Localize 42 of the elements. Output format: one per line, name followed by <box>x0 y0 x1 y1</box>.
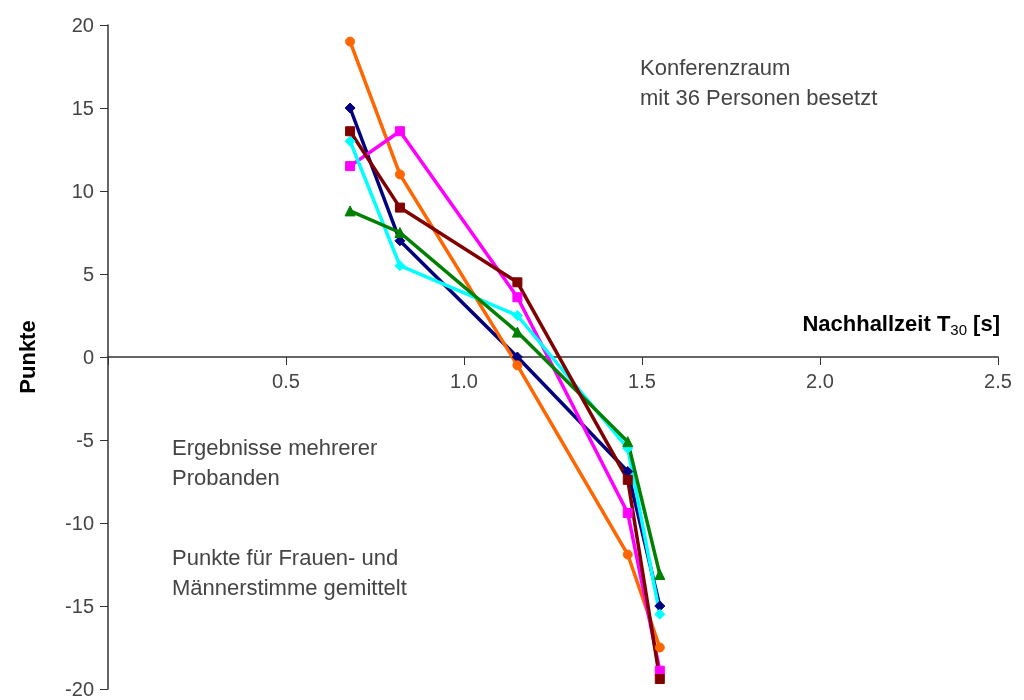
annotation: Konferenzraum mit 36 Personen besetzt <box>640 54 878 110</box>
point <box>345 36 356 47</box>
annotation: Ergebnisse mehrerer Probanden <box>172 434 378 490</box>
point <box>622 508 633 519</box>
point <box>622 474 633 485</box>
point <box>654 642 665 653</box>
point <box>512 292 523 303</box>
point <box>344 102 356 114</box>
y-tick-label: 15 <box>71 97 94 119</box>
y-tick-label: 20 <box>71 14 94 36</box>
point <box>394 202 405 213</box>
point <box>394 169 405 180</box>
point <box>394 126 405 137</box>
point <box>622 549 633 560</box>
y-tick-label: 5 <box>82 263 94 285</box>
point <box>511 326 523 338</box>
x-tick-label: 0.5 <box>272 370 300 392</box>
point <box>654 568 666 580</box>
point <box>654 674 665 685</box>
point <box>345 161 356 172</box>
point <box>394 260 406 272</box>
y-tick-label: -20 <box>65 678 94 700</box>
point <box>345 126 356 137</box>
x-tick-label: 1.5 <box>628 370 656 392</box>
x-tick-label: 2.0 <box>806 370 834 392</box>
y-tick-label: -15 <box>65 595 94 617</box>
point <box>344 205 356 217</box>
point <box>344 135 356 147</box>
y-tick-label: 0 <box>82 346 94 368</box>
point <box>622 436 634 448</box>
x-tick-label: 2.5 <box>984 370 1012 392</box>
y-tick-label: 10 <box>71 180 94 202</box>
point <box>511 310 523 321</box>
y-axis-title: Punkte <box>14 320 40 394</box>
point <box>654 600 666 612</box>
annotation: Punkte für Frauen- und Männerstimme gemittelt <box>172 544 407 600</box>
point <box>512 360 523 371</box>
y-tick-label: -10 <box>65 512 94 534</box>
point <box>512 277 523 288</box>
y-tick-label: -5 <box>76 429 94 451</box>
point <box>654 608 666 620</box>
x-tick-label: 1.0 <box>450 370 478 392</box>
